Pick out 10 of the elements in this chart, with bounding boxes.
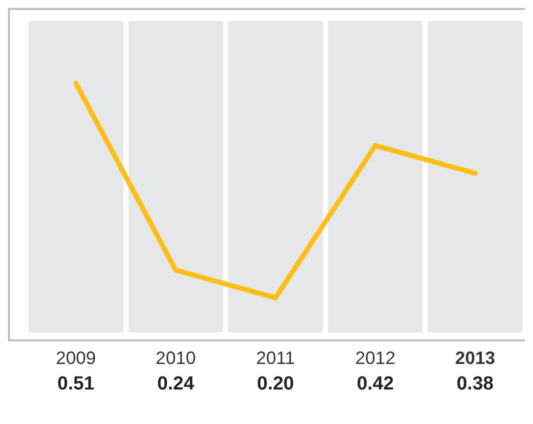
x-tick-label: 2009 [56,348,96,368]
x-tick-label: 2013 [455,348,496,368]
data-label: 0.51 [57,374,95,395]
x-tick-label: 2012 [355,348,396,368]
data-label: 0.42 [356,374,394,395]
x-tick-label: 2010 [156,348,196,368]
x-tick-label: 2011 [256,348,295,368]
data-label: 0.24 [157,374,195,395]
data-label: 0.38 [456,374,494,395]
data-label: 0.20 [257,374,294,395]
